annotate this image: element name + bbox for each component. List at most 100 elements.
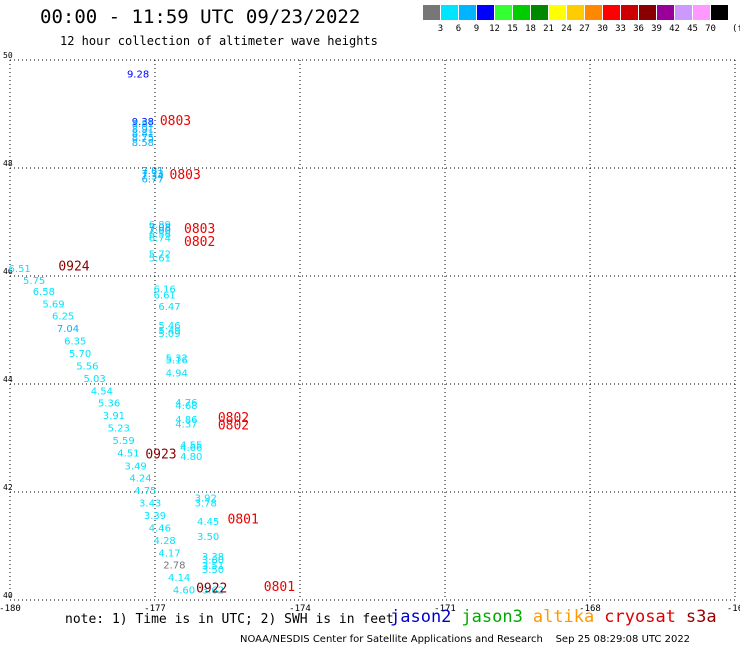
wave-height-value: 3.38 xyxy=(202,552,224,563)
x-tick-label: -168 xyxy=(579,604,601,614)
wave-height-value: 5.75 xyxy=(23,276,45,287)
wave-height-value: 6.47 xyxy=(158,302,180,313)
wave-height-value: 4.68 xyxy=(175,401,197,412)
time-label: 0922 xyxy=(196,581,227,596)
wave-height-value: 5.49 xyxy=(158,326,180,337)
wave-height-value: 4.86 xyxy=(175,415,197,426)
wave-height-value: 9.28 xyxy=(127,69,149,80)
wave-height-value: 5.59 xyxy=(112,436,134,447)
wave-height-value: 5.32 xyxy=(166,353,188,364)
chart-title: 00:00 - 11:59 UTC 09/23/2022 xyxy=(40,6,361,28)
wave-height-value: 3.50 xyxy=(197,532,219,543)
x-tick-label: -171 xyxy=(434,604,456,614)
time-label: 0803 xyxy=(160,114,191,129)
time-label: 0924 xyxy=(58,260,89,275)
wave-height-value: 4.80 xyxy=(180,452,202,463)
wave-height-value: 3.39 xyxy=(144,511,166,522)
colorbar-label: 3 xyxy=(437,24,444,34)
wave-height-value: 6.16 xyxy=(154,285,176,296)
wave-height-value: 7.04 xyxy=(57,324,79,335)
wave-height-value: 3.62 xyxy=(202,586,224,597)
wave-height-value: 5.09 xyxy=(158,329,180,340)
wave-height-value: 6.56 xyxy=(149,230,171,241)
wave-height-value: 4.94 xyxy=(166,368,188,379)
colorbar-swatch xyxy=(657,5,674,20)
time-label: 0803 xyxy=(184,222,215,237)
colorbar-label: 45 xyxy=(687,24,698,34)
wave-height-value: 9.38 xyxy=(132,117,154,128)
colorbar-label: 42 xyxy=(669,24,680,34)
wave-height-value: 5.56 xyxy=(76,361,98,372)
wave-height-value: 4.76 xyxy=(175,398,197,409)
wave-height-value: 5.16 xyxy=(166,355,188,366)
colorbar-swatch xyxy=(441,5,458,20)
colorbar-swatch xyxy=(567,5,584,20)
wave-height-value: 8.91 xyxy=(132,124,154,135)
wave-height-value: 3.78 xyxy=(195,499,217,510)
time-label: 0801 xyxy=(228,512,259,527)
wave-height-value: 6.89 xyxy=(149,220,171,231)
wave-height-value: 5.72 xyxy=(149,250,171,261)
colorbar-label: 6 xyxy=(455,24,462,34)
wave-height-value: 4.24 xyxy=(129,474,151,485)
legend-entry: altika xyxy=(532,607,595,627)
footer-note: note: 1) Time is in UTC; 2) SWH is in fe… xyxy=(65,612,394,627)
colorbar-label: 39 xyxy=(651,24,662,34)
colorbar-swatch xyxy=(693,5,710,20)
colorbar-unit: (ft) xyxy=(732,24,740,34)
legend-entry: s3a xyxy=(685,607,717,627)
colorbar-swatch xyxy=(603,5,620,20)
legend-entry: jason2 xyxy=(390,607,452,627)
colorbar-swatch xyxy=(585,5,602,20)
wave-height-value: 3.92 xyxy=(195,494,217,505)
y-tick-label: 50 xyxy=(3,51,13,60)
time-label: 0802 xyxy=(218,418,249,433)
wave-height-value: 5.69 xyxy=(42,299,64,310)
colorbar-label: 33 xyxy=(615,24,626,34)
colorbar-swatch xyxy=(549,5,566,20)
colorbar-label: 9 xyxy=(473,24,480,34)
wave-height-value: 4.28 xyxy=(154,536,176,547)
y-tick-label: 48 xyxy=(3,159,13,168)
wave-height-value: 5.36 xyxy=(98,399,120,410)
colorbar-swatch xyxy=(495,5,512,20)
colorbar-swatch xyxy=(621,5,638,20)
wave-height-value: 3.43 xyxy=(139,499,161,510)
chart-subtitle: 12 hour collection of altimeter wave hei… xyxy=(60,34,378,48)
colorbar-swatch xyxy=(531,5,548,20)
wave-height-value: 4.14 xyxy=(168,573,190,584)
wave-height-value: 6.51 xyxy=(9,264,31,275)
time-label: 0923 xyxy=(145,448,176,463)
wave-height-value: 4.55 xyxy=(180,440,202,451)
wave-height-value: 3.91 xyxy=(103,411,125,422)
x-tick-label: -16 xyxy=(727,604,740,614)
wave-height-value: 7.00 xyxy=(149,226,171,237)
wave-height-value: 6.58 xyxy=(33,287,55,298)
wave-height-value: 3.49 xyxy=(125,461,147,472)
wave-height-value: 8.75 xyxy=(132,133,154,144)
colorbar-swatch xyxy=(459,5,476,20)
colorbar-label: 18 xyxy=(525,24,536,34)
wave-height-value: 4.54 xyxy=(91,386,113,397)
wave-height-value: 8.58 xyxy=(132,138,154,149)
wave-height-value: 5.70 xyxy=(69,349,91,360)
colorbar-swatch xyxy=(477,5,494,20)
colorbar-label: 36 xyxy=(633,24,644,34)
wave-height-value: 4.60 xyxy=(173,586,195,597)
wave-height-value: 7.08 xyxy=(149,223,171,234)
wave-height-value: 3.50 xyxy=(202,565,224,576)
credit-line: NOAA/NESDIS Center for Satellite Applica… xyxy=(240,634,691,645)
wave-height-value: 7.73 xyxy=(141,169,163,180)
wave-height-value: 6.35 xyxy=(64,337,86,348)
time-label: 0803 xyxy=(170,168,201,183)
colorbar-label: 24 xyxy=(561,24,572,34)
wave-height-value: 4.17 xyxy=(158,548,180,559)
colorbar-swatch xyxy=(711,5,728,20)
wave-height-value: 4.51 xyxy=(117,448,139,459)
legend-entry: cryosat xyxy=(604,607,676,627)
y-tick-label: 42 xyxy=(3,483,13,492)
wave-height-value: 5.61 xyxy=(149,253,171,264)
y-tick-label: 44 xyxy=(3,375,13,384)
wave-height-value: 8.81 xyxy=(132,129,154,140)
